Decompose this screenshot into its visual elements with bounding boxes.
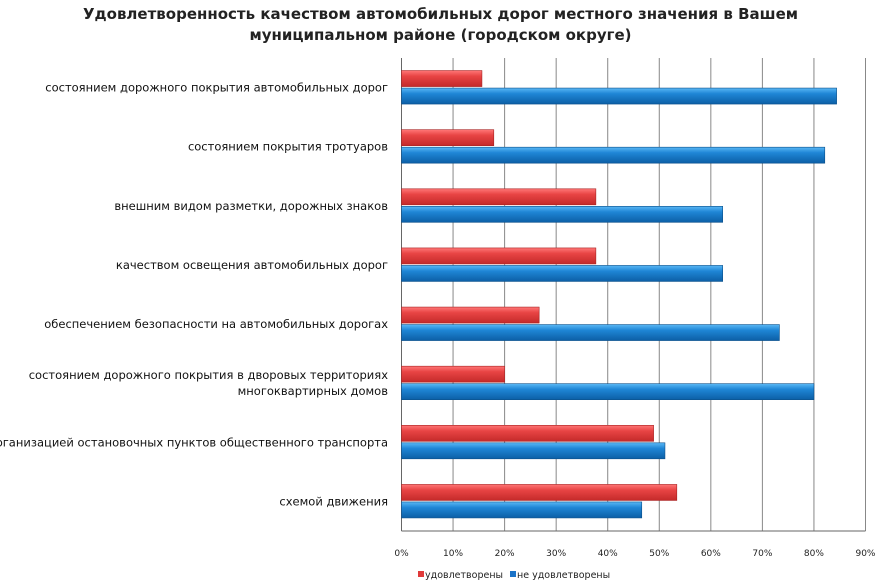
bar-not-satisfied [401,324,780,341]
x-tick-label: 60% [701,549,721,559]
title-line-2: муниципальном районе (городском округе) [249,26,632,44]
bar-satisfied [401,188,597,206]
category-label: организацией остановочных пунктов общест… [0,435,388,449]
legend-label: не удовлетворены [517,570,610,581]
legend-swatch [418,571,424,577]
category-label: внешним видом разметки, дорожных знаков [114,199,388,213]
category-label: обеспечением безопасности на автомобильн… [44,317,388,331]
x-tick-label: 40% [598,549,618,559]
x-tick-label: 20% [495,549,515,559]
chart-title: Удовлетворенность качеством автомобильны… [0,4,881,46]
x-tick-label: 30% [546,549,566,559]
category-label: состоянием дорожного покрытия автомобиль… [45,81,388,95]
bar-not-satisfied [401,265,723,282]
bar-satisfied [401,247,597,265]
bar-not-satisfied [401,383,815,400]
bar-satisfied [401,129,495,146]
bar-not-satisfied [401,442,666,460]
x-tick-label: 10% [443,549,463,559]
x-tick-label: 80% [804,549,824,559]
category-label: состоянием покрытия тротуаров [188,140,388,154]
x-tick-label: 90% [855,549,875,559]
legend-label: удовлетворены [425,570,503,581]
bar-not-satisfied [401,501,643,519]
bar-satisfied [401,70,483,87]
bar-not-satisfied [401,206,723,223]
bar-satisfied [401,425,654,442]
x-tick-label: 0% [394,549,409,559]
bar-not-satisfied [401,87,837,105]
category-label: схемой движения [279,494,388,508]
bar-satisfied [401,484,678,501]
title-line-1: Удовлетворенность качеством автомобильны… [82,5,799,23]
bar-not-satisfied [401,146,826,164]
category-label: состоянием дорожного покрытия в дворовых… [29,368,388,382]
category-label: многоквартирных домов [238,384,389,398]
bar-satisfied [401,306,540,324]
category-label: качеством освещения автомобильных дорог [116,258,388,272]
legend-swatch [510,571,516,577]
x-tick-label: 50% [649,549,669,559]
x-tick-label: 70% [752,549,772,559]
bar-satisfied [401,365,505,383]
